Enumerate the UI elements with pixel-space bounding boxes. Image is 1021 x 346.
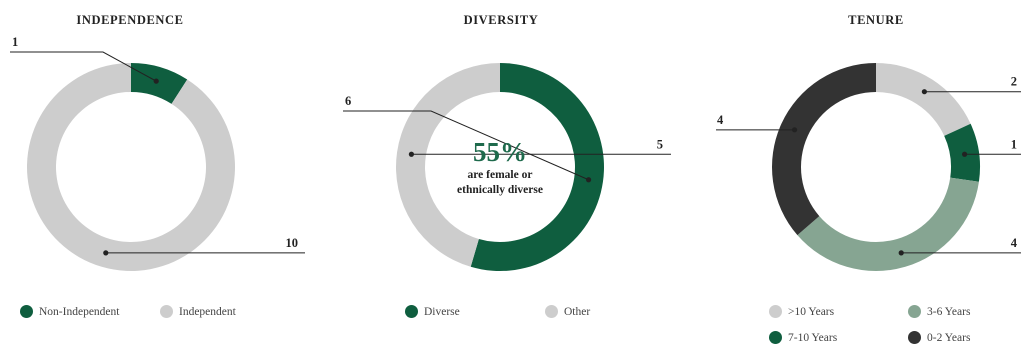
chart-title: TENURE bbox=[848, 13, 904, 27]
slice-value-label: 1 bbox=[12, 35, 18, 49]
donut-slice-0-2-years bbox=[772, 62, 876, 236]
legend-label: >10 Years bbox=[788, 305, 835, 318]
center-caption-line-1: are female or bbox=[468, 169, 533, 181]
legend-label: Non-Independent bbox=[39, 305, 120, 318]
donut-slice-10-years bbox=[876, 63, 971, 136]
callout: 4 bbox=[898, 236, 1021, 256]
callout: 1 bbox=[961, 137, 1021, 157]
independence-donut-chart: 1 10 bbox=[10, 35, 305, 271]
callout: 6 bbox=[343, 94, 592, 183]
diversity-panel: DIVERSITY 6 5 55% are female or ethnically d… bbox=[343, 0, 671, 346]
tenure-donut-chart: 2 1 4 4 bbox=[716, 62, 1021, 272]
legend-label: Independent bbox=[179, 305, 236, 318]
legend-swatch bbox=[20, 305, 33, 318]
legend-label: Diverse bbox=[424, 305, 460, 318]
legend-item-over-10-years: >10 Years bbox=[769, 305, 834, 318]
leader-line bbox=[10, 51, 157, 82]
slice-value-label: 5 bbox=[657, 137, 663, 151]
slice-value-label: 10 bbox=[286, 236, 299, 250]
tenure-panel: TENURE 2 1 4 4 >10 Years 3-6 Years 7-10 Yea… bbox=[716, 0, 1021, 346]
legend-label: 0-2 Years bbox=[927, 331, 971, 344]
callout-dot bbox=[153, 78, 159, 84]
callout-dot bbox=[961, 151, 968, 157]
independence-panel: INDEPENDENCE 1 10 Non-Independent Indepen… bbox=[0, 0, 305, 346]
legend-swatch bbox=[405, 305, 418, 318]
legend-item-non-independent: Non-Independent bbox=[20, 305, 119, 318]
callout-dot bbox=[921, 89, 927, 95]
callout-dot bbox=[898, 250, 904, 256]
legend-swatch bbox=[908, 331, 921, 344]
legend-label: 3-6 Years bbox=[927, 305, 971, 318]
legend-item-7-10-years: 7-10 Years bbox=[769, 331, 837, 344]
slice-value-label: 6 bbox=[345, 94, 351, 108]
legend-item-diverse: Diverse bbox=[405, 305, 460, 318]
chart-title: DIVERSITY bbox=[463, 13, 539, 27]
legend-label: 7-10 Years bbox=[788, 331, 838, 344]
callout: 4 bbox=[716, 113, 798, 133]
legend-swatch bbox=[769, 331, 782, 344]
donut-slice-7-10-years bbox=[944, 123, 980, 182]
donut-slice-independent bbox=[27, 63, 235, 271]
slice-value-label: 1 bbox=[1011, 137, 1017, 151]
legend-swatch bbox=[908, 305, 921, 318]
callout: 5 bbox=[408, 137, 671, 157]
slice-value-label: 4 bbox=[717, 113, 724, 127]
diversity-donut-chart: 6 5 55% are female or ethnically diverse bbox=[343, 63, 671, 271]
center-percentage: 55% bbox=[473, 137, 527, 167]
chart-title: INDEPENDENCE bbox=[76, 13, 184, 27]
donut-slice-diverse bbox=[470, 63, 604, 271]
callout: 2 bbox=[921, 75, 1021, 95]
callout: 10 bbox=[103, 236, 305, 256]
legend-swatch bbox=[769, 305, 782, 318]
legend-item-independent: Independent bbox=[160, 305, 236, 318]
legend-item-other: Other bbox=[545, 305, 590, 318]
donut-slice-other bbox=[395, 63, 500, 267]
callout-dot bbox=[791, 127, 798, 133]
legend-item-3-6-years: 3-6 Years bbox=[908, 305, 970, 318]
callout: 1 bbox=[10, 35, 159, 84]
leader-line bbox=[343, 110, 589, 181]
legend-swatch bbox=[545, 305, 558, 318]
callout-dot bbox=[408, 151, 415, 157]
callout-dot bbox=[585, 177, 592, 183]
slice-value-label: 4 bbox=[1011, 236, 1018, 250]
slice-value-label: 2 bbox=[1011, 75, 1017, 89]
center-caption-line-2: ethnically diverse bbox=[457, 184, 543, 196]
legend-label: Other bbox=[564, 305, 591, 318]
legend-swatch bbox=[160, 305, 173, 318]
donut-slice-3-6-years bbox=[797, 177, 979, 272]
legend-item-0-2-years: 0-2 Years bbox=[908, 331, 970, 344]
donut-slice-non-independent bbox=[131, 63, 188, 104]
callout-dot bbox=[103, 250, 109, 256]
